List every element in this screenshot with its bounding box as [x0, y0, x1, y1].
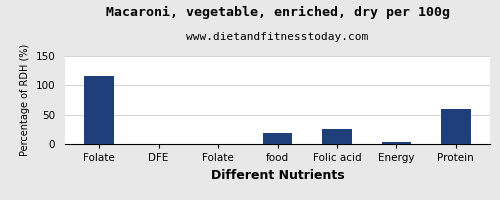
Text: www.dietandfitnesstoday.com: www.dietandfitnesstoday.com: [186, 32, 368, 42]
X-axis label: Different Nutrients: Different Nutrients: [210, 169, 344, 182]
Text: Macaroni, vegetable, enriched, dry per 100g: Macaroni, vegetable, enriched, dry per 1…: [106, 6, 450, 19]
Bar: [262, 133, 292, 144]
Bar: [84, 76, 114, 144]
Y-axis label: Percentage of RDH (%): Percentage of RDH (%): [20, 44, 30, 156]
Bar: [322, 129, 352, 144]
Bar: [382, 142, 411, 144]
Bar: [441, 109, 470, 144]
